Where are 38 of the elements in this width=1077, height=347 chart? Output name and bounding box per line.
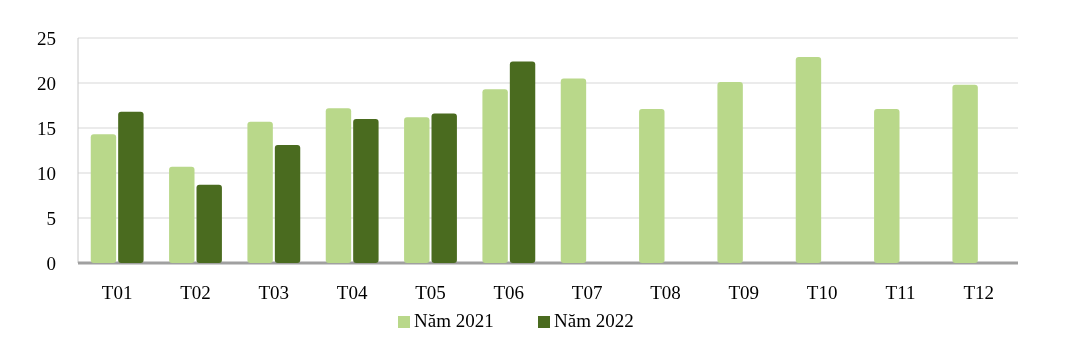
bar (952, 84, 978, 263)
bar (431, 113, 457, 263)
x-tick-label: T05 (415, 282, 446, 303)
bar (795, 56, 822, 263)
x-tick-label: T03 (258, 282, 290, 303)
x-tick-label: T07 (571, 282, 603, 303)
y-tick-label: 15 (37, 117, 56, 139)
bar (874, 109, 900, 263)
bar (196, 184, 222, 263)
bar (90, 134, 117, 263)
bar (404, 117, 430, 263)
bar (353, 119, 379, 263)
bar (560, 78, 587, 263)
x-tick-label: T11 (885, 282, 916, 303)
y-tick-label: 25 (37, 27, 56, 49)
legend-label: Năm 2022 (554, 310, 634, 331)
x-tick-label: T09 (728, 282, 760, 303)
bar (118, 111, 144, 263)
y-tick-label: 5 (46, 207, 56, 229)
bar (639, 109, 665, 263)
x-tick-label: T02 (180, 282, 211, 303)
y-tick-label: 10 (37, 162, 56, 184)
x-tick-label: T01 (101, 282, 133, 303)
x-tick-label: T10 (806, 282, 838, 303)
bar (169, 166, 195, 263)
x-tick-label: T12 (963, 282, 995, 303)
bar (325, 108, 352, 263)
x-tick-label: T08 (650, 282, 681, 303)
y-tick-label: 20 (37, 72, 56, 94)
bar (717, 82, 743, 263)
legend-label: Năm 2021 (414, 310, 494, 331)
bar (509, 61, 536, 263)
bar (482, 89, 508, 263)
x-tick-label: T06 (493, 282, 525, 303)
bar (274, 145, 301, 263)
bar (247, 121, 273, 263)
y-tick-label: 0 (46, 252, 56, 274)
x-tick-label: T04 (336, 282, 368, 303)
